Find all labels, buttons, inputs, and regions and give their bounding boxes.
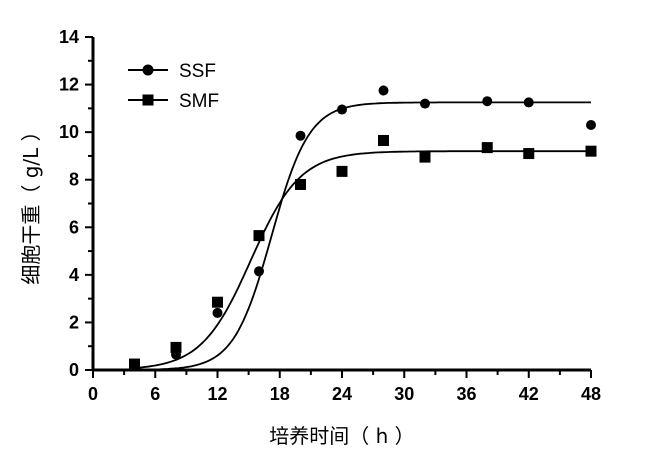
x-tick-label: 6	[150, 384, 160, 404]
ssf-point	[337, 104, 347, 115]
y-tick-label: 6	[69, 217, 79, 237]
y-tick-label: 8	[69, 170, 79, 190]
smf-point	[378, 134, 389, 146]
data-points	[129, 85, 597, 371]
x-tick-label: 48	[581, 384, 601, 404]
smf-point	[253, 230, 265, 242]
x-tick-label: 0	[88, 384, 98, 404]
legend-smf-marker	[142, 94, 154, 106]
legend-smf-label: SMF	[179, 91, 219, 112]
smf-point	[523, 148, 535, 160]
x-tick-label: 18	[270, 384, 290, 404]
fit-curves	[134, 101, 591, 371]
ssf-point	[420, 98, 430, 109]
x-tick-label: 12	[207, 384, 227, 404]
y-tick-label: 14	[59, 27, 79, 47]
legend-ssf-label: SSF	[179, 61, 216, 82]
fit-curve-ssf	[134, 101, 591, 371]
ssf-point	[378, 85, 389, 96]
axes	[91, 37, 591, 372]
fit-curve-smf	[134, 150, 591, 369]
y-axis-title: 细胞干重（ g/L ）	[19, 121, 43, 284]
smf-point	[212, 296, 223, 308]
legend: SSF SMF	[128, 61, 219, 112]
x-tick-label: 30	[394, 384, 414, 404]
x-tick-label: 42	[519, 384, 539, 404]
smf-point	[295, 178, 306, 190]
ssf-point	[212, 307, 223, 318]
smf-point	[419, 151, 431, 163]
x-tick-label: 24	[332, 384, 352, 404]
legend-ssf-marker	[142, 64, 154, 76]
y-tick-label: 2	[69, 312, 79, 332]
smf-point	[336, 165, 348, 177]
ssf-point	[523, 97, 534, 108]
x-tick-label: 36	[456, 384, 476, 404]
ssf-point	[482, 96, 493, 107]
smf-point	[170, 341, 182, 353]
legend-item-ssf: SSF	[128, 61, 216, 82]
legend-item-smf: SMF	[128, 91, 219, 112]
smf-point	[129, 358, 140, 370]
y-tick-label: 12	[59, 75, 79, 95]
ssf-point	[586, 120, 596, 131]
y-tick-label: 4	[69, 265, 79, 285]
ssf-point	[254, 266, 264, 277]
smf-point	[585, 145, 597, 157]
ssf-point	[295, 130, 306, 141]
smf-point	[481, 142, 493, 154]
x-axis-title: 培养时间（ h ）	[269, 424, 414, 448]
y-tick-label: 10	[59, 122, 79, 142]
y-tick-label: 0	[69, 360, 79, 380]
